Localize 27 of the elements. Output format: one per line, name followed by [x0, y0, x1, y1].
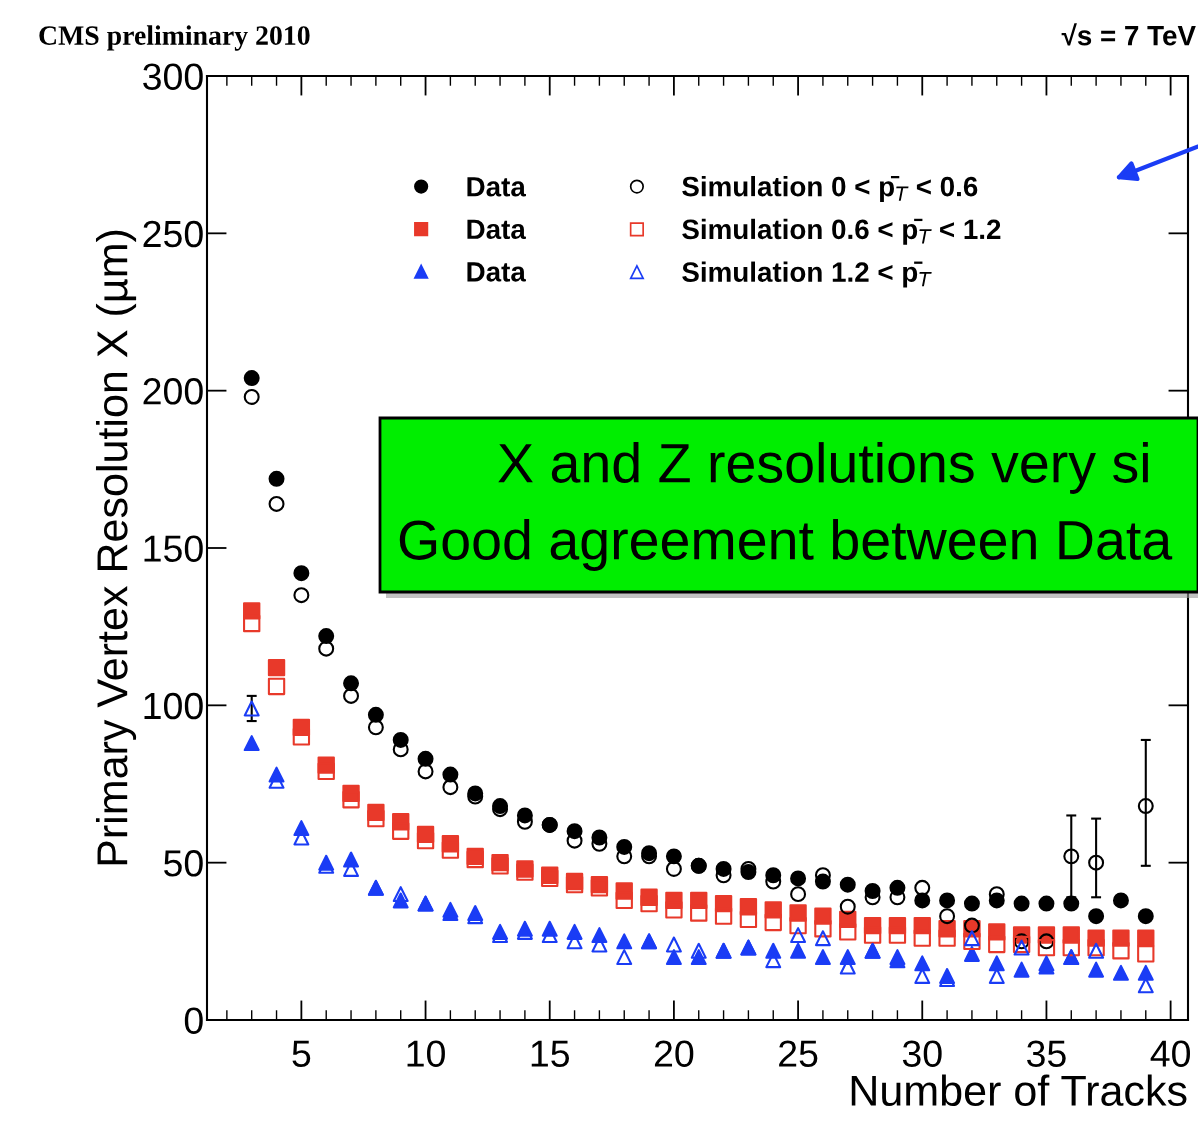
x-tick-label: 15	[531, 1040, 570, 1067]
y-axis-title: Primary Vertex Resolution X (µm)	[95, 230, 137, 865]
y-tick-label: 200	[143, 378, 203, 405]
annotation: X and Z resolutions very si	[498, 442, 1148, 494]
chart-title: CMS preliminary 2010	[39, 25, 310, 51]
x-axis-title: Number of Tracks	[851, 1074, 1187, 1107]
annotation: Good agreement between Data	[399, 519, 1173, 571]
x-tick-label: 20	[654, 1040, 694, 1067]
legend-label: Data	[467, 219, 526, 240]
x-tick-label: 25	[779, 1040, 818, 1067]
x-tick-label: 35	[1027, 1040, 1066, 1067]
x-tick-label: 40	[1150, 1040, 1191, 1067]
x-tick-label: 30	[902, 1040, 942, 1067]
legend-label: Data	[467, 262, 526, 282]
y-tick-label: 0	[184, 1007, 203, 1034]
x-tick-label: 10	[407, 1040, 445, 1067]
legend-label: Simulation 1.2 < p̄$_{T}$	[682, 261, 932, 288]
y-tick-label: 150	[144, 535, 203, 562]
y-tick-label: 50	[164, 850, 203, 877]
y-tick-label: 250	[143, 220, 203, 248]
x-tick-label: 5	[292, 1040, 311, 1067]
legend-label: Simulation 0.6 < p̄$_{T}$ < 1.2	[682, 218, 1001, 245]
chart-subtitle: √s = 7 TeV	[1061, 23, 1196, 46]
legend-label: Simulation 0 < p̄$_{T}$ < 0.6	[682, 176, 978, 202]
legend-label: Data	[467, 177, 526, 197]
y-tick-label: 100	[144, 692, 203, 720]
y-tick-label: 300	[143, 63, 203, 90]
